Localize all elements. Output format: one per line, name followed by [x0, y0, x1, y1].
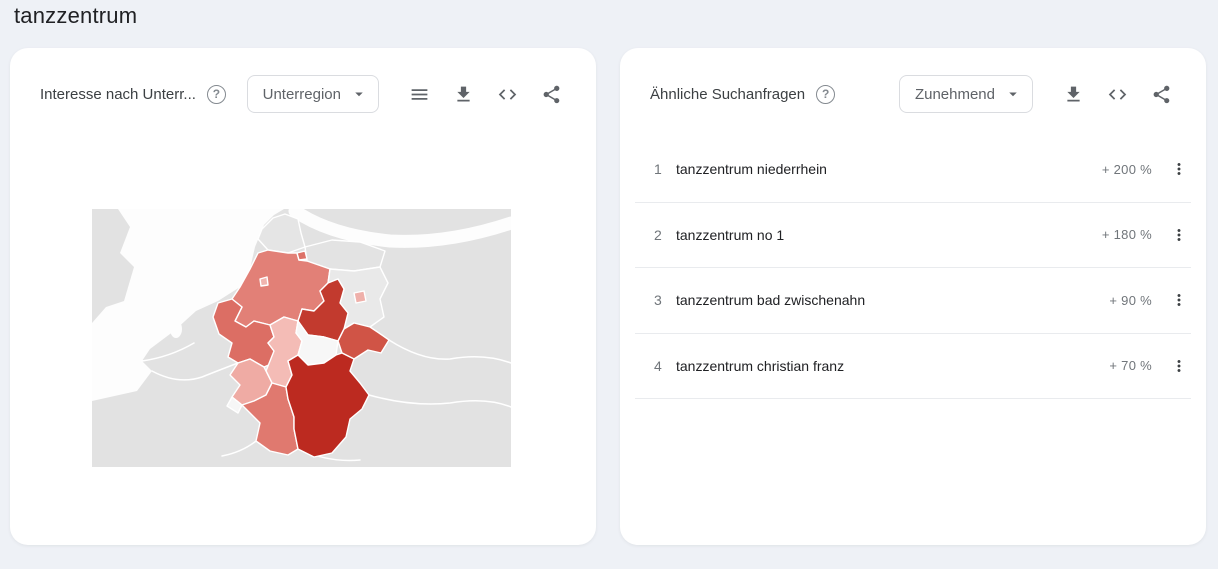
- right-card-title: Ähnliche Suchanfragen: [650, 85, 806, 103]
- row-query-link[interactable]: tanzzentrum niederrhein: [676, 161, 827, 178]
- chevron-down-icon: [1009, 92, 1017, 97]
- germany-choropleth-map[interactable]: [92, 209, 511, 467]
- more-vert-icon[interactable]: [1167, 157, 1191, 181]
- map-region-bremen[interactable]: [259, 276, 269, 287]
- row-rank: 1: [654, 161, 662, 178]
- download-icon[interactable]: [452, 83, 474, 105]
- map-baltic-sea: [288, 209, 511, 248]
- related-queries-list: 1 tanzzentrum niederrhein + 200 % 2 tanz…: [635, 137, 1191, 399]
- page-title: tanzzentrum: [14, 3, 138, 28]
- help-icon[interactable]: ?: [816, 84, 836, 104]
- table-row[interactable]: 2 tanzzentrum no 1 + 180 %: [635, 203, 1191, 268]
- row-rank: 3: [654, 292, 662, 309]
- map-region-hamburg[interactable]: [296, 250, 308, 261]
- row-change: + 70 %: [1109, 358, 1152, 374]
- map-region-bayern[interactable]: [285, 352, 370, 458]
- row-change: + 200 %: [1101, 161, 1152, 177]
- table-row[interactable]: 1 tanzzentrum niederrhein + 200 %: [635, 137, 1191, 203]
- share-icon[interactable]: [1150, 83, 1172, 105]
- map-ijsselmeer: [170, 320, 182, 338]
- more-vert-icon[interactable]: [1167, 223, 1191, 247]
- more-vert-icon[interactable]: [1167, 354, 1191, 378]
- related-queries-card: Ähnliche Suchanfragen ? Zunehmend: [620, 48, 1206, 545]
- right-card-header: Ähnliche Suchanfragen ? Zunehmend: [620, 48, 1206, 114]
- map-region-berlin[interactable]: [353, 290, 367, 304]
- left-card-title: Interesse nach Unterr...: [40, 85, 196, 103]
- embed-code-icon[interactable]: [1106, 83, 1128, 105]
- chevron-down-icon: [355, 92, 363, 97]
- row-query-link[interactable]: tanzzentrum christian franz: [676, 357, 845, 374]
- map-region-saarland[interactable]: [226, 396, 243, 414]
- row-change: + 180 %: [1101, 227, 1152, 243]
- row-change: + 90 %: [1109, 292, 1152, 308]
- row-query-link[interactable]: tanzzentrum no 1: [676, 226, 785, 243]
- embed-code-icon[interactable]: [496, 83, 518, 105]
- row-rank: 4: [654, 357, 662, 374]
- table-row[interactable]: 3 tanzzentrum bad zwischenahn + 90 %: [635, 268, 1191, 334]
- interest-by-subregion-card: Interesse nach Unterr... ? Unterregion: [10, 48, 596, 545]
- rising-dropdown[interactable]: Zunehmend: [898, 75, 1033, 113]
- rising-dropdown-value: Zunehmend: [914, 85, 995, 103]
- row-query-link[interactable]: tanzzentrum bad zwischenahn: [676, 292, 866, 309]
- subregion-dropdown[interactable]: Unterregion: [246, 75, 379, 113]
- more-vert-icon[interactable]: [1167, 288, 1191, 312]
- subregion-dropdown-value: Unterregion: [262, 85, 341, 103]
- row-rank: 2: [654, 226, 662, 243]
- table-row[interactable]: 4 tanzzentrum christian franz + 70 %: [635, 334, 1191, 399]
- map-uk: [92, 209, 134, 323]
- left-card-header: Interesse nach Unterr... ? Unterregion: [10, 48, 596, 114]
- map-region-schleswig-holstein[interactable]: [257, 213, 306, 254]
- download-icon[interactable]: [1062, 83, 1084, 105]
- share-icon[interactable]: [540, 83, 562, 105]
- list-view-icon[interactable]: [408, 83, 430, 105]
- help-icon[interactable]: ?: [206, 84, 226, 104]
